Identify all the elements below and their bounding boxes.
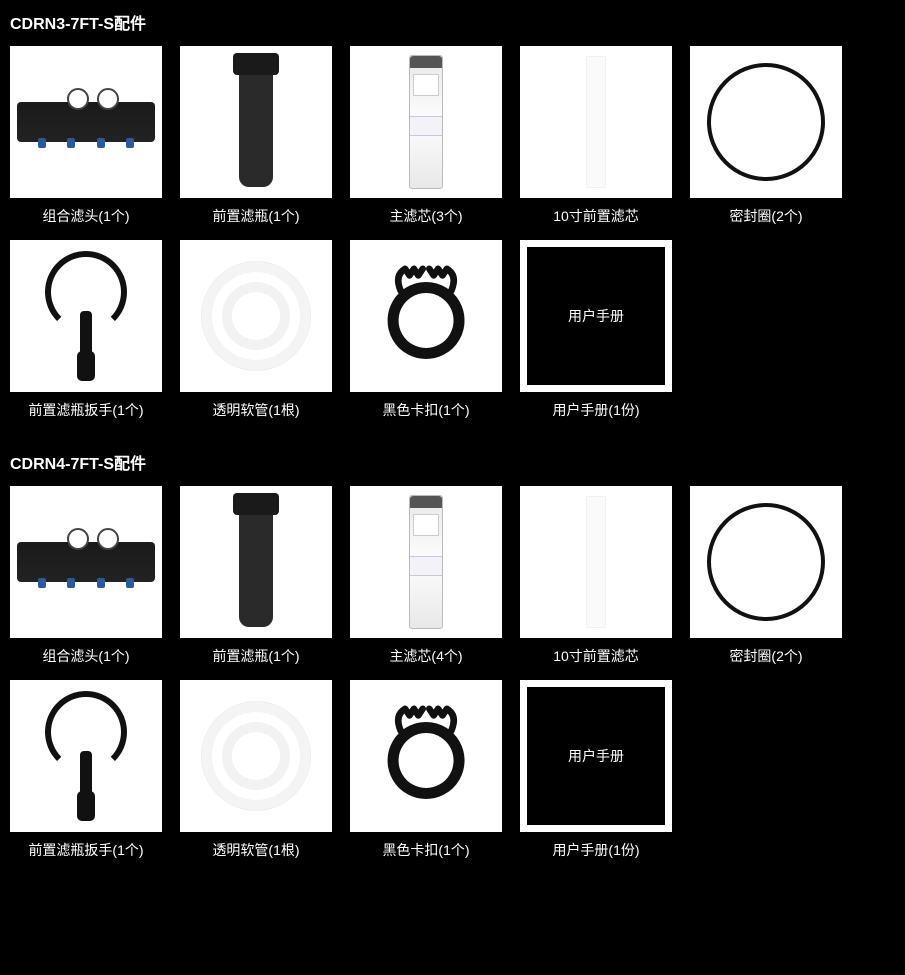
black-clip-icon bbox=[371, 700, 481, 813]
part-image-box bbox=[180, 240, 332, 392]
prefilter-stick-icon bbox=[586, 496, 606, 628]
product-parts-listing: CDRN3-7FT-S配件组合滤头(1个) 前置滤瓶(1个) 主滤芯(3个) 10寸前… bbox=[10, 10, 895, 860]
part-caption: 前置滤瓶扳手(1个) bbox=[28, 840, 143, 860]
part-caption: 透明软管(1根) bbox=[212, 840, 299, 860]
part-image-box bbox=[180, 680, 332, 832]
part-image-box bbox=[520, 46, 672, 198]
user-manual-icon: 用户手册 bbox=[527, 247, 665, 385]
parts-section: CDRN3-7FT-S配件组合滤头(1个) 前置滤瓶(1个) 主滤芯(3个) 10寸前… bbox=[10, 10, 895, 420]
clear-tubing-icon bbox=[196, 696, 316, 816]
part-card: 组合滤头(1个) bbox=[10, 486, 162, 666]
part-image-box bbox=[350, 240, 502, 392]
part-caption: 10寸前置滤芯 bbox=[553, 206, 639, 226]
part-card: 用户手册用户手册(1份) bbox=[520, 240, 672, 420]
part-caption: 用户手册(1份) bbox=[552, 840, 639, 860]
part-card: 密封圈(2个) bbox=[690, 46, 842, 226]
part-caption: 主滤芯(3个) bbox=[389, 206, 462, 226]
parts-row: 组合滤头(1个) 前置滤瓶(1个) 主滤芯(4个) 10寸前置滤芯 密封圈(2个) bbox=[10, 486, 895, 666]
part-card: 主滤芯(3个) bbox=[350, 46, 502, 226]
part-card: 黑色卡扣(1个) bbox=[350, 240, 502, 420]
part-image-box bbox=[10, 680, 162, 832]
part-caption: 密封圈(2个) bbox=[729, 646, 802, 666]
part-caption: 透明软管(1根) bbox=[212, 400, 299, 420]
part-card: 10寸前置滤芯 bbox=[520, 46, 672, 226]
section-title: CDRN4-7FT-S配件 bbox=[10, 450, 895, 474]
part-image-box bbox=[690, 46, 842, 198]
part-caption: 密封圈(2个) bbox=[729, 206, 802, 226]
housing-wrench-icon bbox=[46, 251, 126, 381]
part-image-box bbox=[350, 680, 502, 832]
parts-section: CDRN4-7FT-S配件组合滤头(1个) 前置滤瓶(1个) 主滤芯(4个) 10寸前… bbox=[10, 450, 895, 860]
part-image-box bbox=[350, 46, 502, 198]
parts-row: 前置滤瓶扳手(1个) 透明软管(1根) 黑色卡扣(1个) 用户手册用户手册(1份) bbox=[10, 240, 895, 420]
part-caption: 前置滤瓶(1个) bbox=[212, 646, 299, 666]
black-clip-icon bbox=[371, 260, 481, 373]
part-caption: 组合滤头(1个) bbox=[42, 646, 129, 666]
part-image-box bbox=[10, 240, 162, 392]
section-title: CDRN3-7FT-S配件 bbox=[10, 10, 895, 34]
part-card: 前置滤瓶(1个) bbox=[180, 46, 332, 226]
part-card: 透明软管(1根) bbox=[180, 680, 332, 860]
part-caption: 用户手册(1份) bbox=[552, 400, 639, 420]
part-image-box bbox=[10, 46, 162, 198]
filter-housing-icon bbox=[239, 57, 273, 187]
part-image-box bbox=[180, 486, 332, 638]
housing-wrench-icon bbox=[46, 691, 126, 821]
part-card: 黑色卡扣(1个) bbox=[350, 680, 502, 860]
part-card: 前置滤瓶扳手(1个) bbox=[10, 240, 162, 420]
manifold-icon bbox=[17, 542, 155, 582]
part-image-box bbox=[350, 486, 502, 638]
filter-cartridge-icon bbox=[409, 495, 443, 629]
o-ring-icon bbox=[707, 503, 825, 621]
parts-row: 组合滤头(1个) 前置滤瓶(1个) 主滤芯(3个) 10寸前置滤芯 密封圈(2个) bbox=[10, 46, 895, 226]
o-ring-icon bbox=[707, 63, 825, 181]
filter-cartridge-icon bbox=[409, 55, 443, 189]
part-image-box: 用户手册 bbox=[520, 240, 672, 392]
part-image-box bbox=[690, 486, 842, 638]
prefilter-stick-icon bbox=[586, 56, 606, 188]
part-caption: 前置滤瓶(1个) bbox=[212, 206, 299, 226]
user-manual-icon: 用户手册 bbox=[527, 687, 665, 825]
manifold-icon bbox=[17, 102, 155, 142]
part-image-box: 用户手册 bbox=[520, 680, 672, 832]
filter-housing-icon bbox=[239, 497, 273, 627]
part-caption: 组合滤头(1个) bbox=[42, 206, 129, 226]
part-caption: 主滤芯(4个) bbox=[389, 646, 462, 666]
part-image-box bbox=[180, 46, 332, 198]
part-card: 10寸前置滤芯 bbox=[520, 486, 672, 666]
part-card: 前置滤瓶扳手(1个) bbox=[10, 680, 162, 860]
parts-row: 前置滤瓶扳手(1个) 透明软管(1根) 黑色卡扣(1个) 用户手册用户手册(1份) bbox=[10, 680, 895, 860]
part-caption: 10寸前置滤芯 bbox=[553, 646, 639, 666]
part-card: 用户手册用户手册(1份) bbox=[520, 680, 672, 860]
part-image-box bbox=[520, 486, 672, 638]
part-card: 密封圈(2个) bbox=[690, 486, 842, 666]
part-image-box bbox=[10, 486, 162, 638]
part-caption: 黑色卡扣(1个) bbox=[382, 400, 469, 420]
part-card: 前置滤瓶(1个) bbox=[180, 486, 332, 666]
part-card: 组合滤头(1个) bbox=[10, 46, 162, 226]
part-card: 主滤芯(4个) bbox=[350, 486, 502, 666]
part-caption: 黑色卡扣(1个) bbox=[382, 840, 469, 860]
clear-tubing-icon bbox=[196, 256, 316, 376]
part-card: 透明软管(1根) bbox=[180, 240, 332, 420]
part-caption: 前置滤瓶扳手(1个) bbox=[28, 400, 143, 420]
